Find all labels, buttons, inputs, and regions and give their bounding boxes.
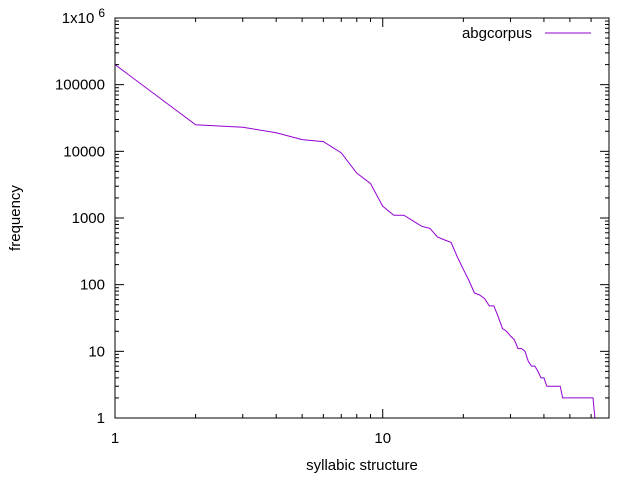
x-axis-ticks: 1 10 <box>111 18 610 447</box>
series-line-abgcorpus <box>114 64 597 419</box>
y-tick-label: 100 <box>80 277 105 294</box>
legend-label: abgcorpus <box>462 25 532 42</box>
y-tick-label-base: 1x10 <box>62 10 95 27</box>
series-layer <box>114 64 597 419</box>
y-tick-label: 1x10 6 <box>62 6 106 27</box>
y-tick-label: 100000 <box>55 77 105 94</box>
x-tick-label: 1 <box>111 430 119 447</box>
y-axis-label: frequency <box>7 185 24 251</box>
y-axis-ticks: 1 10 100 1000 10000 100000 1x10 6 <box>55 6 609 427</box>
x-axis-label: syllabic structure <box>306 457 418 474</box>
y-tick-label-exponent: 6 <box>98 6 105 20</box>
y-tick-label: 1 <box>97 410 105 427</box>
x-tick-label: 10 <box>374 430 391 447</box>
plot-frame <box>114 17 610 419</box>
y-tick-label: 10000 <box>63 143 105 160</box>
y-tick-label: 10 <box>88 343 105 360</box>
y-tick-label: 1000 <box>72 210 105 227</box>
legend: abgcorpus <box>462 25 591 42</box>
